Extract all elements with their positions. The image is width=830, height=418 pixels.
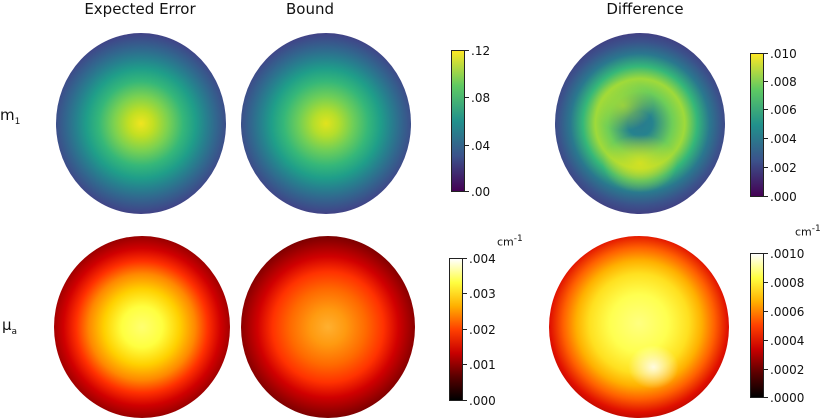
mua-bound-map bbox=[241, 236, 415, 418]
m1-value-colorbar bbox=[451, 50, 465, 192]
m1-difference-colorbar bbox=[750, 53, 764, 197]
m1-bound-map bbox=[241, 33, 411, 214]
mua-value-unit: cm-1 bbox=[497, 234, 523, 249]
mua-difference-tick-5: .0000 bbox=[770, 391, 805, 405]
mua-difference-tick-4: .0002 bbox=[770, 363, 805, 377]
m1-expected-error-map bbox=[56, 33, 226, 214]
mua-difference-tick-0: .0010 bbox=[770, 247, 805, 261]
mua-difference-map bbox=[549, 236, 729, 418]
m1-difference-tick-1: .008 bbox=[770, 75, 797, 89]
m1-difference-tick-4: .002 bbox=[770, 161, 797, 175]
row-label-m1: m1 bbox=[0, 106, 21, 127]
m1-difference-tick-0: .010 bbox=[770, 47, 797, 61]
mua-value-tick-2: .002 bbox=[469, 323, 496, 337]
mua-difference-unit: cm-1 bbox=[795, 224, 821, 239]
column-title-expected-error: Expected Error bbox=[84, 0, 196, 18]
m1-value-tick-1: .08 bbox=[471, 91, 491, 105]
m1-difference-tick-5: .000 bbox=[770, 190, 797, 204]
mua-value-tick-4: .000 bbox=[469, 394, 496, 408]
m1-difference-map bbox=[555, 33, 725, 214]
mua-value-tick-3: .001 bbox=[469, 358, 496, 372]
mua-expected-error-map bbox=[54, 236, 230, 418]
mua-difference-tick-3: .0004 bbox=[770, 334, 805, 348]
mua-difference-tick-1: .0008 bbox=[770, 276, 805, 290]
row-label-mua: μa bbox=[2, 316, 18, 337]
m1-value-tick-3: .00 bbox=[471, 185, 491, 199]
m1-value-tick-0: .12 bbox=[471, 44, 491, 58]
mua-difference-tick-2: .0006 bbox=[770, 305, 805, 319]
m1-difference-tick-3: .004 bbox=[770, 132, 797, 146]
column-title-difference: Difference bbox=[606, 0, 684, 18]
mua-value-tick-1: .003 bbox=[469, 287, 496, 301]
mua-value-tick-0: .004 bbox=[469, 252, 496, 266]
column-title-bound: Bound bbox=[285, 0, 334, 18]
mua-value-colorbar bbox=[449, 258, 463, 401]
mua-difference-colorbar bbox=[750, 253, 764, 398]
m1-difference-tick-2: .006 bbox=[770, 103, 797, 117]
m1-value-tick-2: .04 bbox=[471, 139, 491, 153]
